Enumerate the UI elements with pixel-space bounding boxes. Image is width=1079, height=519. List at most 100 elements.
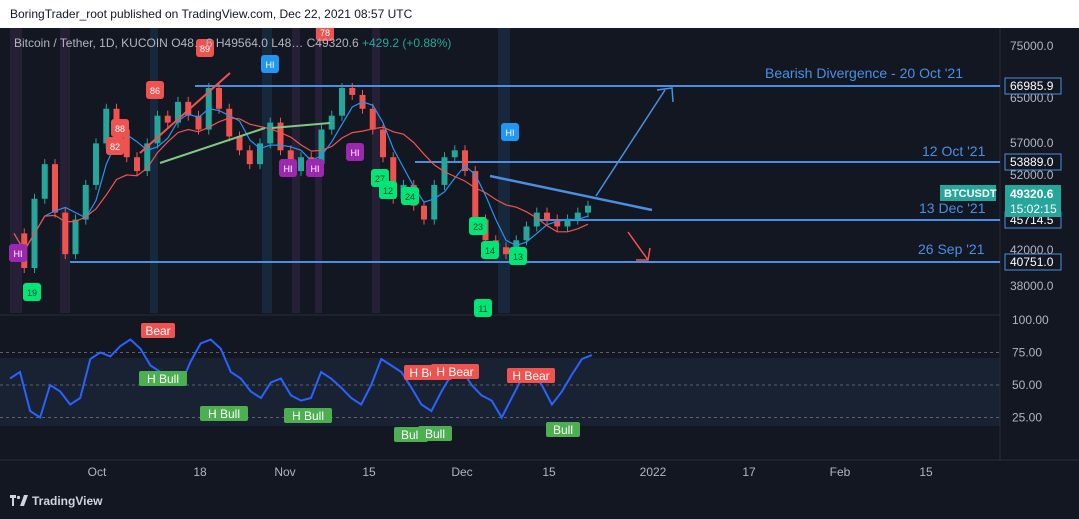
- candle-body: [144, 143, 151, 172]
- signal-marker-label: 82: [110, 142, 120, 152]
- candle-body: [380, 129, 386, 158]
- candle-body: [431, 184, 438, 220]
- signal-marker-label: 24: [405, 192, 415, 202]
- price-tick-label: 52000.0: [1010, 168, 1054, 182]
- tradingview-brand: TradingView: [32, 494, 103, 508]
- candle-body: [154, 115, 161, 144]
- candle-body: [349, 88, 356, 95]
- candle-body: [257, 143, 263, 165]
- divergence-label: H Bear: [436, 365, 473, 379]
- signal-marker: [501, 123, 519, 141]
- last-price-label: 49320.6: [1010, 187, 1054, 201]
- publisher-text: BoringTrader_root published on TradingVi…: [10, 7, 413, 21]
- candle-body: [93, 143, 99, 185]
- time-tick-label: Dec: [451, 465, 472, 479]
- time-tick-label: 18: [193, 465, 207, 479]
- signal-marker-label: 12: [383, 186, 393, 196]
- arrow-head: [656, 87, 674, 103]
- candle-body: [472, 171, 479, 220]
- rsi-line: [9, 338, 593, 420]
- signal-marker-label: 19: [27, 288, 37, 298]
- signal-marker: [306, 159, 324, 177]
- candle-body: [554, 219, 561, 227]
- signal-marker-label: 78: [320, 28, 330, 38]
- price-tick-label: 57000.0: [1010, 136, 1054, 150]
- signal-marker-label: 13: [513, 252, 523, 262]
- divergence-label: Bull: [553, 423, 573, 437]
- divergence-label-box: [546, 422, 580, 437]
- session-band: [262, 28, 272, 313]
- slow-ma-line: [13, 117, 589, 252]
- candle-body: [226, 108, 233, 137]
- candle-body: [369, 108, 376, 130]
- symbol-badge-label: BTCUSDT: [944, 188, 997, 200]
- divergence-label: Bear: [145, 324, 170, 338]
- last-price-box: [1005, 185, 1061, 217]
- chart-svg[interactable]: 75000.065000.057000.052000.048000.042000…: [0, 28, 1079, 488]
- signal-marker: [106, 137, 124, 155]
- arrow-head: [636, 247, 651, 261]
- signal-marker: [379, 181, 397, 199]
- symbol-badge: [940, 185, 996, 201]
- divergence-label: H Bull: [208, 407, 240, 421]
- signal-marker-label: HI: [311, 164, 320, 174]
- signal-marker: [474, 299, 492, 317]
- candle-body: [318, 129, 325, 165]
- divergence-label: H Bull: [292, 409, 324, 423]
- candle-body: [195, 115, 202, 130]
- session-band: [60, 28, 70, 313]
- divergence-label-box: [141, 323, 175, 338]
- fast-ma-line: [13, 101, 589, 252]
- rsi-tick-label: 25.00: [1012, 411, 1042, 425]
- candle-body: [533, 212, 540, 227]
- candle-body: [62, 212, 69, 255]
- signal-marker: [481, 241, 499, 259]
- level-price-box: [1004, 77, 1062, 95]
- candle-body: [41, 164, 48, 199]
- level-price-label: 66985.9: [1010, 79, 1054, 93]
- candle-body: [328, 115, 335, 130]
- trend-line-green: [271, 122, 331, 129]
- candle-body: [246, 150, 253, 165]
- candle-body: [390, 157, 397, 199]
- signal-marker-label: 27: [375, 174, 385, 184]
- candle-body: [267, 122, 274, 144]
- time-tick-label: Nov: [274, 465, 295, 479]
- time-tick-label: 2022: [640, 465, 667, 479]
- level-price-label: 53889.0: [1010, 155, 1054, 169]
- candle-body: [82, 184, 89, 220]
- candle-body: [544, 212, 550, 220]
- signal-marker-label: 14: [485, 246, 495, 256]
- trend-line-blue: [489, 174, 653, 212]
- level-label: 13 Dec '21: [919, 200, 986, 216]
- candle-body: [72, 219, 79, 255]
- down-arrow: [627, 231, 649, 261]
- countdown-label: 15:02:15: [1010, 202, 1057, 216]
- projection-arrow: [595, 89, 666, 197]
- candle-body: [523, 226, 530, 241]
- signal-marker: [261, 55, 279, 73]
- time-tick-label: 17: [742, 465, 756, 479]
- signal-marker: [279, 159, 297, 177]
- signal-marker-label: HI: [284, 164, 293, 174]
- candle-body: [298, 157, 304, 172]
- time-tick-label: 15: [362, 465, 376, 479]
- divergence-label: H Bull: [147, 372, 179, 386]
- rsi-tick-label: 75.00: [1012, 346, 1042, 360]
- rsi-tick-label: 50.00: [1012, 378, 1042, 392]
- signal-marker: [401, 187, 419, 205]
- candle-body: [574, 212, 581, 220]
- time-tick-label: Feb: [830, 465, 851, 479]
- candle-body: [585, 205, 591, 213]
- trend-line-green: [159, 127, 266, 164]
- divergence-label-box: [200, 406, 248, 421]
- session-band: [498, 28, 510, 313]
- signal-marker-label: HI: [506, 128, 515, 138]
- signal-marker: [346, 143, 364, 161]
- divergence-label-box: [139, 371, 187, 386]
- candle-body: [339, 88, 345, 116]
- symbol-info: Bitcoin / Tether, 1D, KUCOIN O48…6 H4956…: [14, 36, 451, 50]
- signal-marker: [146, 81, 164, 99]
- time-tick-label: 15: [919, 465, 933, 479]
- tradingview-logo-icon: [10, 495, 28, 506]
